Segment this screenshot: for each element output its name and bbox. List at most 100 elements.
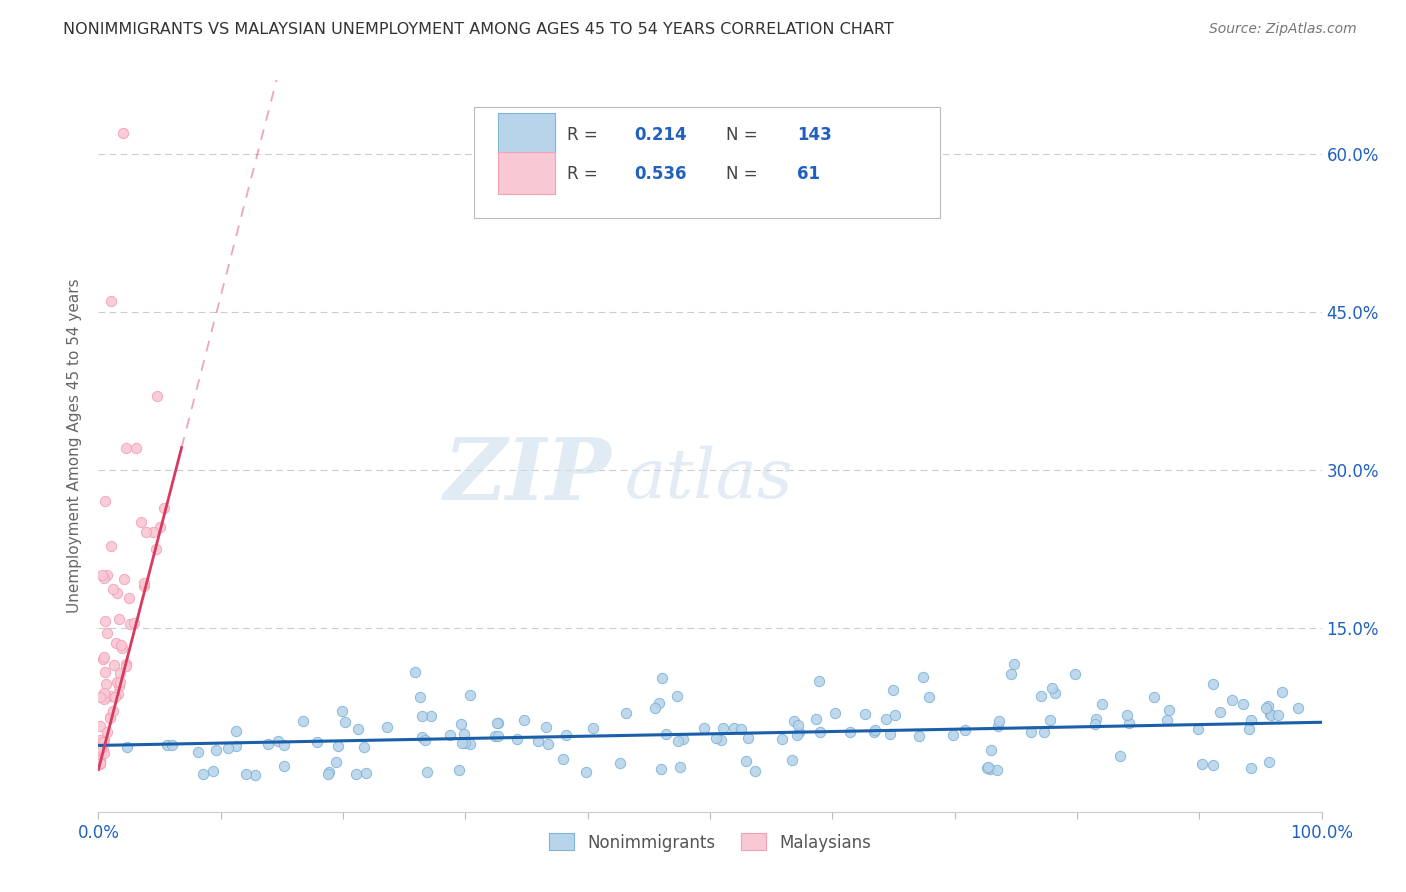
Point	[404, 665, 426, 679]
Point	[93, 735, 115, 749]
Point	[89, 739, 111, 754]
Point	[330, 704, 353, 718]
Point	[1043, 686, 1066, 700]
Point	[89, 757, 111, 772]
Point	[787, 725, 810, 739]
Point	[824, 706, 846, 721]
Point	[458, 688, 481, 702]
Point	[100, 294, 122, 309]
Point	[100, 710, 122, 724]
Point	[98, 711, 121, 725]
Point	[91, 743, 114, 757]
Point	[125, 441, 148, 455]
Point	[650, 762, 672, 776]
Point	[955, 723, 977, 737]
Point	[96, 690, 118, 704]
Point	[411, 708, 433, 723]
Point	[98, 690, 121, 704]
Point	[1256, 701, 1278, 715]
Point	[447, 763, 470, 777]
Point	[344, 766, 367, 780]
Point	[883, 708, 905, 723]
Point	[266, 734, 288, 748]
Point	[375, 720, 398, 734]
Point	[1191, 756, 1213, 771]
FancyBboxPatch shape	[498, 113, 555, 155]
Point	[1021, 725, 1043, 739]
Point	[439, 728, 461, 742]
Point	[693, 721, 716, 735]
Point	[537, 737, 560, 751]
Point	[115, 740, 138, 755]
Point	[103, 582, 125, 596]
Point	[862, 725, 884, 739]
Point	[93, 494, 115, 508]
Point	[553, 752, 575, 766]
Point	[108, 679, 131, 693]
Point	[408, 690, 430, 705]
Point	[105, 585, 128, 599]
Point	[1239, 722, 1261, 736]
Point	[96, 568, 118, 582]
Point	[111, 126, 134, 140]
Point	[291, 714, 314, 729]
Y-axis label: Unemployment Among Ages 45 to 54 years: Unemployment Among Ages 45 to 54 years	[67, 278, 83, 614]
Point	[114, 659, 136, 673]
Point	[648, 696, 671, 710]
Point	[1039, 714, 1062, 728]
Point	[1040, 681, 1063, 695]
Point	[655, 727, 678, 741]
Point	[145, 542, 167, 557]
Point	[191, 767, 214, 781]
Point	[94, 677, 117, 691]
Point	[96, 725, 118, 739]
Point	[416, 765, 439, 780]
Point	[115, 657, 138, 671]
Point	[451, 736, 474, 750]
Point	[153, 501, 176, 516]
Point	[93, 732, 115, 747]
Point	[711, 721, 734, 735]
Point	[1201, 677, 1223, 691]
Point	[91, 568, 114, 582]
Point	[93, 686, 115, 700]
Text: N =: N =	[725, 165, 763, 183]
Point	[1085, 712, 1108, 726]
Point	[879, 727, 901, 741]
Point	[235, 767, 257, 781]
Legend: Nonimmigrants, Malaysians: Nonimmigrants, Malaysians	[543, 827, 877, 858]
Point	[146, 389, 169, 403]
Point	[1271, 684, 1294, 698]
Point	[614, 706, 637, 720]
Point	[89, 753, 111, 767]
Point	[217, 741, 239, 756]
Point	[1286, 701, 1309, 715]
Point	[987, 718, 1010, 732]
Point	[980, 743, 1002, 757]
Point	[129, 516, 152, 530]
Point	[114, 441, 136, 455]
Point	[93, 571, 115, 585]
Point	[1000, 666, 1022, 681]
Point	[1258, 707, 1281, 722]
Point	[93, 692, 115, 706]
Point	[806, 713, 828, 727]
Point	[1240, 760, 1263, 774]
Point	[187, 745, 209, 759]
Point	[108, 675, 131, 690]
Point	[863, 723, 886, 737]
Point	[1063, 666, 1085, 681]
Point	[149, 520, 172, 534]
Point	[257, 737, 280, 751]
Point	[1240, 713, 1263, 727]
Point	[1208, 706, 1230, 720]
Point	[839, 725, 862, 739]
Point	[1232, 697, 1254, 711]
FancyBboxPatch shape	[498, 152, 555, 194]
Point	[90, 744, 112, 758]
Text: R =: R =	[567, 165, 603, 183]
Point	[111, 640, 134, 655]
Point	[89, 732, 111, 747]
Point	[1118, 716, 1140, 731]
Point	[94, 614, 117, 628]
